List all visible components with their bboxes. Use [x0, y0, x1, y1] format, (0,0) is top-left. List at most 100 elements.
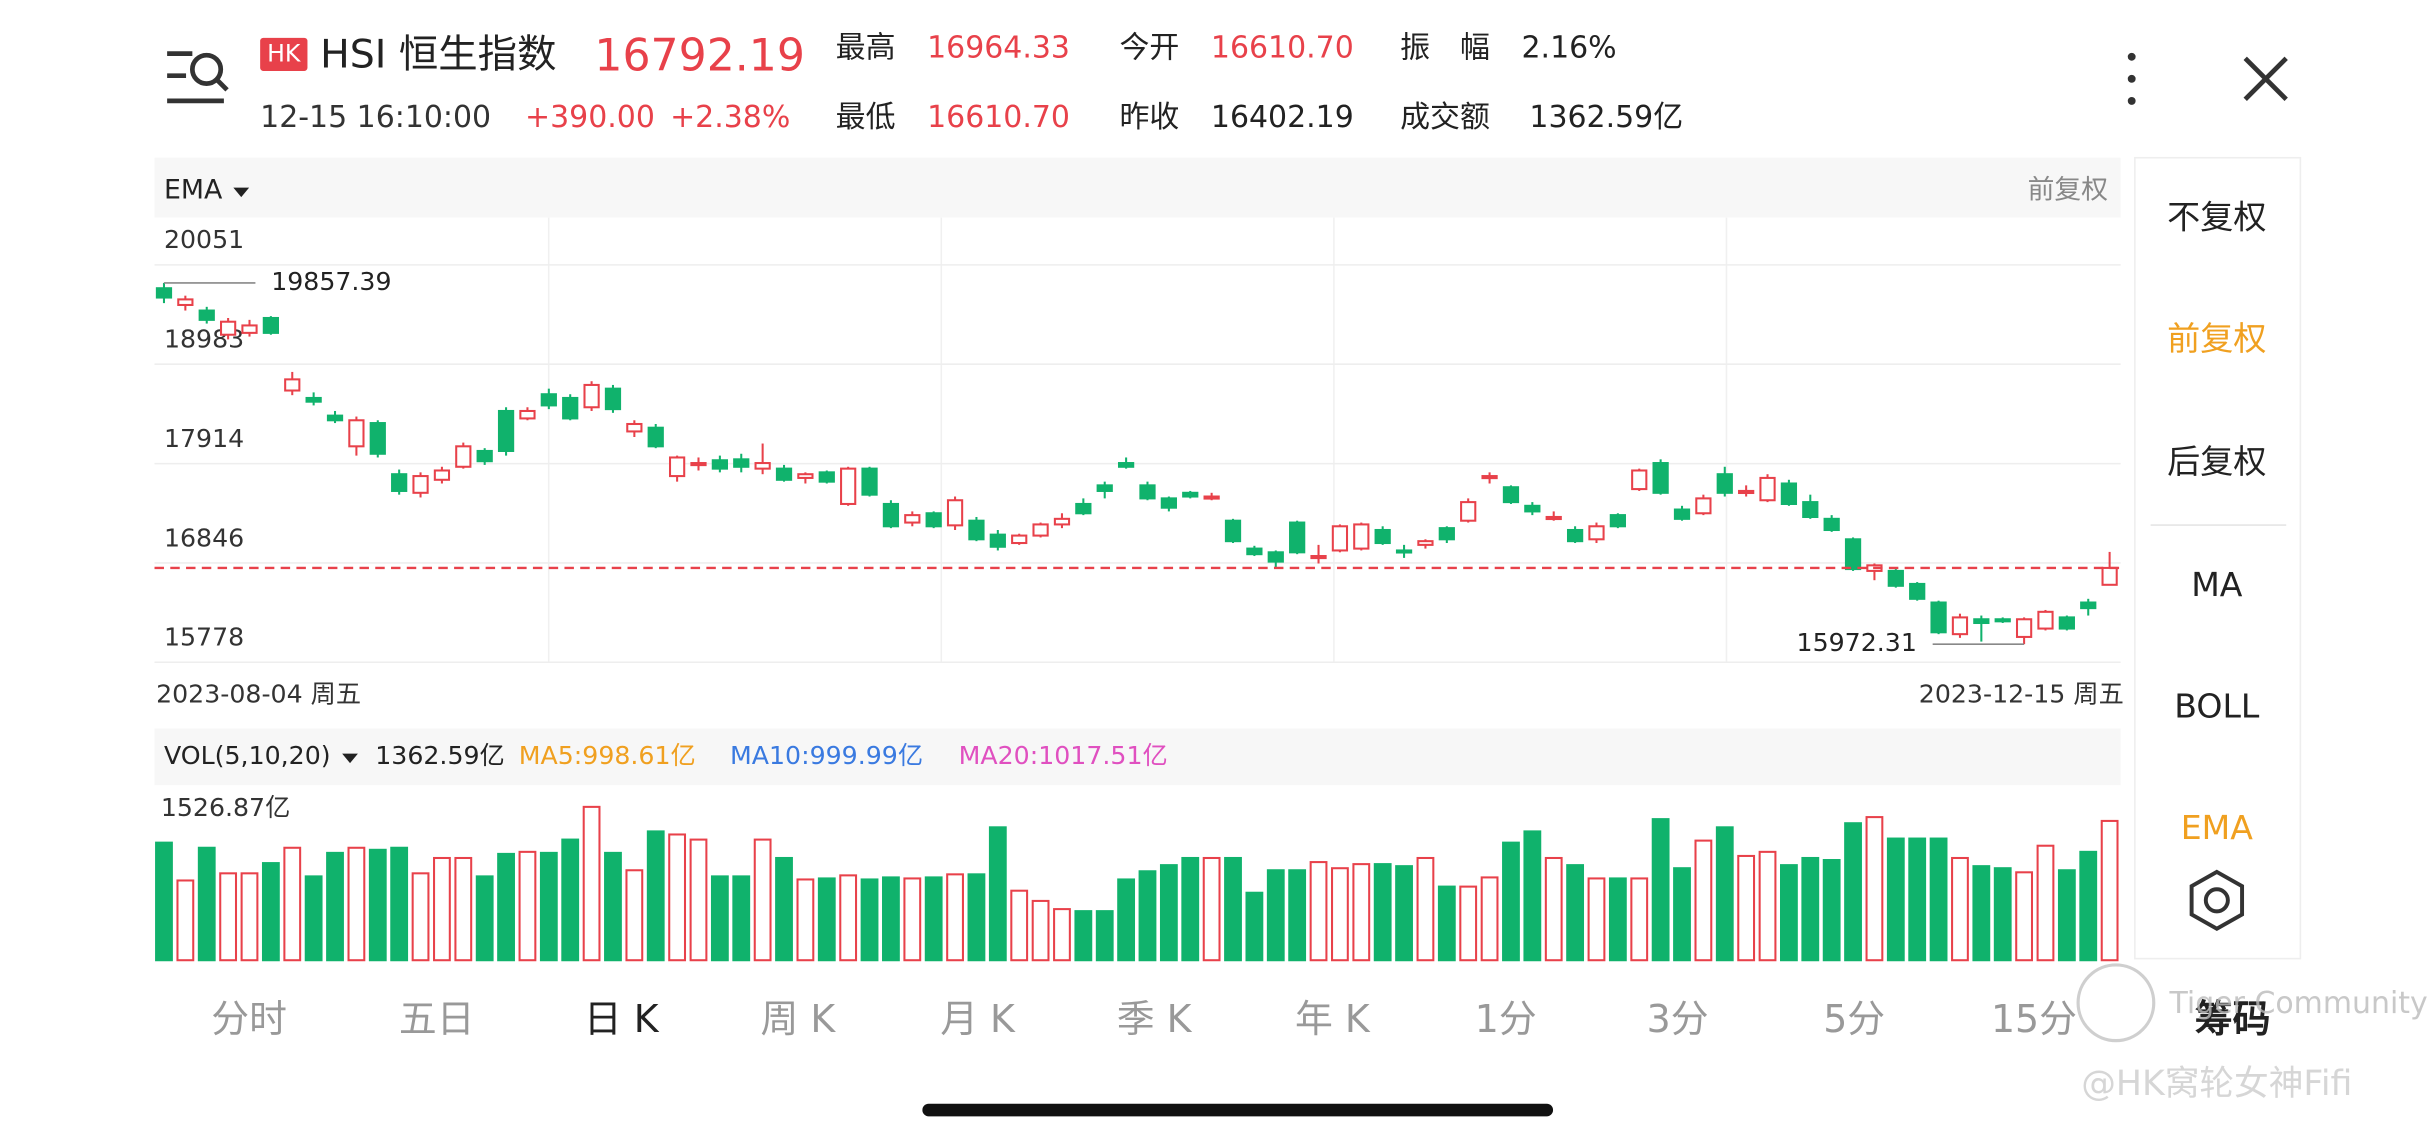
- volume-bar: [882, 876, 900, 962]
- volume-bar: [176, 879, 195, 962]
- candle-body: [1716, 473, 1733, 494]
- y-tick-label: 15778: [164, 623, 244, 652]
- candle-body: [1310, 555, 1327, 560]
- more-button[interactable]: [2127, 52, 2136, 105]
- tab[interactable]: 15分: [1991, 997, 2077, 1041]
- candle-body: [775, 467, 793, 481]
- candle-body: [284, 378, 301, 392]
- candle-body: [326, 414, 344, 422]
- stat-label: 今开: [1119, 30, 1179, 65]
- tab[interactable]: 季 K: [1117, 997, 1193, 1041]
- tab[interactable]: 日 K: [584, 997, 660, 1041]
- start-date: 2023-08-04 周五: [156, 679, 361, 708]
- candle-body: [1353, 523, 1370, 550]
- candle-body: [1011, 534, 1028, 545]
- candle-body: [262, 316, 280, 334]
- side-menu-item[interactable]: BOLL: [2174, 686, 2260, 725]
- y-tick-label: 16846: [164, 523, 244, 552]
- tab[interactable]: 月 K: [940, 997, 1016, 1041]
- tab[interactable]: 分时: [211, 997, 287, 1041]
- side-menu-item[interactable]: EMA: [2181, 808, 2253, 847]
- side-menu-item[interactable]: 不复权: [2167, 198, 2266, 237]
- candle-body: [754, 462, 771, 470]
- candle-body: [733, 458, 750, 468]
- adjust-label[interactable]: 前复权: [2028, 174, 2108, 205]
- candle-body: [2015, 618, 2033, 638]
- volume-bar: [1095, 910, 1114, 962]
- candle-body: [1631, 469, 1648, 491]
- volume-bar: [1758, 850, 1777, 962]
- volume-bar: [646, 830, 665, 962]
- side-panel: [2134, 156, 2302, 960]
- volume-bar: [1694, 839, 1713, 962]
- candle-body: [1973, 618, 1990, 625]
- candle-body: [1780, 482, 1798, 505]
- candle-body: [1481, 475, 1498, 480]
- tab[interactable]: 周 K: [760, 997, 836, 1041]
- tab[interactable]: 5分: [1823, 997, 1885, 1041]
- tab[interactable]: 筹码: [2195, 997, 2271, 1041]
- volume-bar: [1480, 876, 1499, 962]
- tab[interactable]: 年 K: [1295, 997, 1371, 1041]
- candle-body: [412, 475, 429, 494]
- candle-body: [1930, 601, 1947, 634]
- stat-value: 16964.33: [927, 30, 1070, 65]
- volume-bar: [625, 869, 644, 962]
- side-menu-item[interactable]: 后复权: [2167, 442, 2266, 481]
- volume-bar: [2057, 869, 2076, 962]
- volume-bar: [1886, 837, 1905, 962]
- volume-bar: [668, 833, 687, 962]
- candle-body: [1246, 547, 1263, 556]
- watermark-logo: [2076, 963, 2156, 1043]
- plot-area: [154, 217, 2121, 663]
- volume-bar: [775, 856, 793, 962]
- high-label: 19857.39: [271, 267, 391, 296]
- candle-body: [455, 445, 472, 468]
- candle-body: [690, 462, 707, 467]
- indicator[interactable]: EMA: [164, 174, 223, 205]
- volume-bar: [1181, 856, 1200, 962]
- volume-bar: [710, 875, 729, 962]
- settings-icon[interactable]: [2189, 869, 2245, 931]
- volume-bar: [1352, 863, 1371, 962]
- menu-icon[interactable]: [167, 51, 229, 104]
- volume-bar: [454, 856, 473, 962]
- candle-body: [1075, 502, 1092, 515]
- candle-body: [2080, 601, 2097, 610]
- candle-body: [946, 499, 964, 527]
- volume-title[interactable]: VOL(5,10,20): [164, 741, 331, 770]
- low-label: 15972.31: [1797, 628, 1917, 657]
- y-tick-label: 20051: [164, 225, 244, 254]
- stat-label: 最低: [836, 100, 896, 135]
- volume-bar: [497, 852, 515, 962]
- volume-bar: [1780, 864, 1798, 962]
- volume-bar: [1395, 865, 1413, 962]
- candle-body: [219, 320, 237, 336]
- candle-body: [861, 467, 878, 496]
- candle-body: [1289, 521, 1306, 554]
- price: 16792.19: [594, 30, 805, 81]
- tab[interactable]: 3分: [1647, 997, 1709, 1041]
- stat-value: 16402.19: [1211, 100, 1354, 135]
- candle-body: [1053, 517, 1071, 526]
- candle-body: [1588, 525, 1605, 541]
- volume-bar: [967, 873, 986, 962]
- volume-ma5: MA5:998.61亿: [519, 741, 696, 770]
- tab[interactable]: 五日: [399, 997, 475, 1041]
- volume-ma10: MA10:999.99亿: [730, 741, 923, 770]
- close-button[interactable]: [2243, 56, 2288, 102]
- volume-bar: [1202, 856, 1221, 962]
- volume-bar: [1331, 867, 1349, 962]
- volume-bar: [1608, 877, 1627, 962]
- side-menu-item[interactable]: MA: [2191, 565, 2243, 604]
- candle-body: [711, 459, 728, 470]
- volume-bar: [582, 805, 601, 962]
- tab[interactable]: 1分: [1475, 997, 1537, 1041]
- volume-bar: [1715, 826, 1734, 962]
- side-menu-item[interactable]: 前复权: [2167, 319, 2266, 358]
- volume-bar: [1074, 910, 1093, 962]
- candle-body: [1502, 486, 1520, 504]
- badge-text: HK: [267, 40, 301, 68]
- volume-bar: [433, 856, 451, 962]
- candle-body: [968, 519, 985, 541]
